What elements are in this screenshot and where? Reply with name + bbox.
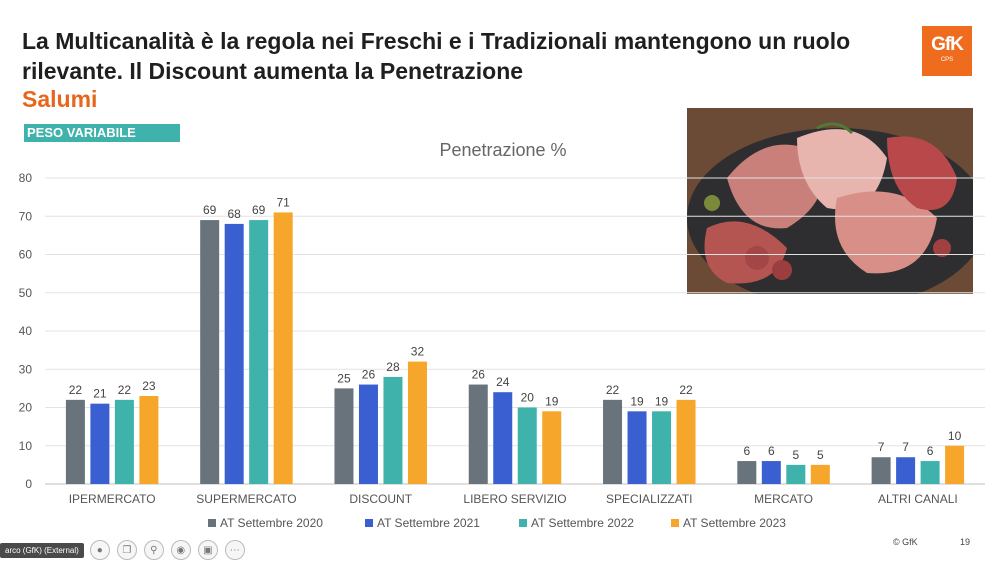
- slide-subtitle: Salumi: [22, 86, 98, 112]
- bar-value-label: 23: [142, 379, 156, 393]
- bar: [114, 399, 134, 484]
- y-tick-label: 70: [19, 209, 33, 223]
- presenter-label: arco (GfK) (External): [0, 542, 84, 558]
- legend-swatch: [365, 519, 373, 527]
- legend-label: AT Settembre 2020: [220, 516, 323, 530]
- bar: [90, 403, 110, 484]
- bar-value-label: 24: [496, 375, 510, 389]
- search-icon[interactable]: ⚲: [143, 540, 164, 560]
- salumi-photo: [687, 108, 973, 294]
- bar: [737, 461, 757, 484]
- bar: [358, 384, 378, 484]
- bar-value-label: 21: [93, 387, 107, 401]
- bar-value-label: 26: [362, 368, 376, 382]
- legend-swatch: [208, 519, 216, 527]
- logo-sub: CPS: [940, 57, 954, 63]
- bar-value-label: 19: [655, 394, 669, 408]
- more-icon[interactable]: ⋯: [224, 540, 245, 560]
- bar: [249, 220, 269, 484]
- slide-title: La Multicanalità è la regola nei Freschi…: [22, 28, 851, 84]
- bar-value-label: 6: [768, 444, 775, 458]
- bar-value-label: 20: [521, 391, 535, 405]
- bar-value-label: 26: [472, 368, 486, 382]
- y-tick-label: 30: [19, 362, 33, 376]
- x-category-label: DISCOUNT: [349, 492, 412, 506]
- bar-value-label: 69: [203, 203, 217, 217]
- y-tick-label: 20: [19, 401, 33, 415]
- y-tick-label: 80: [19, 171, 33, 185]
- bar-value-label: 28: [386, 360, 400, 374]
- bar-value-label: 7: [878, 440, 885, 454]
- bar: [627, 411, 647, 484]
- x-category-label: LIBERO SERVIZIO: [463, 492, 566, 506]
- bar-value-label: 19: [545, 394, 559, 408]
- bar: [65, 399, 85, 484]
- bar: [334, 388, 354, 484]
- bar-value-label: 6: [743, 444, 750, 458]
- y-tick-label: 50: [19, 286, 33, 300]
- logo-text: GfK: [931, 34, 964, 55]
- x-category-label: IPERMERCATO: [69, 492, 156, 506]
- record-icon[interactable]: ◉: [170, 540, 191, 560]
- bar: [603, 399, 623, 484]
- bar: [786, 464, 806, 484]
- legend-swatch: [671, 519, 679, 527]
- bar-value-label: 10: [948, 429, 962, 443]
- legend-swatch: [519, 519, 527, 527]
- bar-value-label: 22: [606, 383, 620, 397]
- y-tick-label: 40: [19, 324, 33, 338]
- bar: [945, 445, 965, 484]
- x-category-label: SUPERMERCATO: [196, 492, 296, 506]
- bar: [273, 212, 293, 485]
- bar: [517, 407, 537, 484]
- bar: [224, 223, 244, 484]
- bar-value-label: 22: [679, 383, 693, 397]
- bar: [139, 396, 159, 484]
- bar-value-label: 22: [69, 383, 83, 397]
- x-category-label: ALTRI CANALI: [878, 492, 958, 506]
- y-tick-label: 10: [19, 439, 33, 453]
- bar-value-label: 5: [817, 448, 824, 462]
- bar: [761, 461, 781, 484]
- copyright: © GfK: [893, 537, 918, 547]
- legend-label: AT Settembre 2022: [531, 516, 634, 530]
- bar-value-label: 6: [927, 444, 934, 458]
- camera-icon[interactable]: ▣: [197, 540, 218, 560]
- y-tick-label: 60: [19, 248, 33, 262]
- bar-value-label: 7: [902, 440, 909, 454]
- bar: [920, 461, 940, 484]
- bar-value-label: 71: [276, 195, 290, 209]
- meeting-toolbar: arco (GfK) (External) ● ❐ ⚲ ◉ ▣ ⋯: [0, 540, 252, 560]
- bar: [871, 457, 891, 484]
- mic-icon[interactable]: ●: [89, 540, 110, 560]
- x-category-label: SPECIALIZZATI: [606, 492, 692, 506]
- bar-value-label: 5: [792, 448, 799, 462]
- bar: [896, 457, 916, 484]
- bar-value-label: 69: [252, 203, 266, 217]
- legend-label: AT Settembre 2021: [377, 516, 480, 530]
- bar: [542, 411, 562, 484]
- bar: [468, 384, 488, 484]
- gfk-logo: GfK CPS: [922, 26, 972, 76]
- bar: [810, 464, 830, 484]
- legend-label: AT Settembre 2023: [683, 516, 786, 530]
- bar-value-label: 25: [337, 371, 351, 385]
- bar: [493, 392, 513, 484]
- bar: [407, 361, 427, 484]
- copy-icon[interactable]: ❐: [116, 540, 137, 560]
- bar-value-label: 19: [630, 394, 644, 408]
- bar: [383, 376, 403, 484]
- chart-title: Penetrazione %: [439, 140, 566, 160]
- peso-variabile-tag: PESO VARIABILE: [24, 124, 180, 142]
- page-number: 19: [960, 537, 971, 547]
- bar: [676, 399, 696, 484]
- bar-value-label: 68: [227, 207, 241, 221]
- bar: [652, 411, 672, 484]
- bar: [200, 220, 220, 484]
- x-category-label: MERCATO: [754, 492, 813, 506]
- y-tick-label: 0: [25, 477, 32, 491]
- bar-value-label: 32: [411, 345, 425, 359]
- bar-value-label: 22: [118, 383, 132, 397]
